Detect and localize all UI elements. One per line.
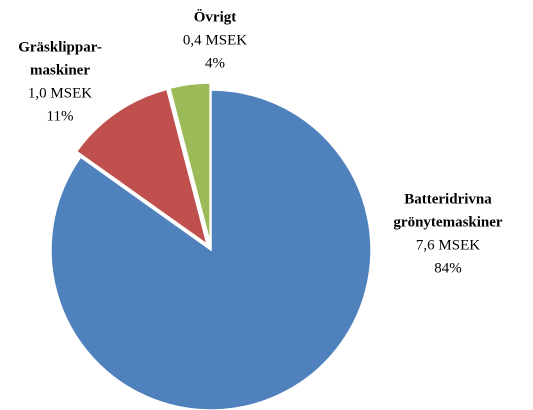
pie-slice (169, 82, 211, 244)
slice-name: Batteridrivna (404, 191, 492, 207)
slice-percent: 4% (205, 55, 225, 71)
slice-amount: 0,4 MSEK (183, 32, 247, 48)
slice-amount: 1,0 MSEK (28, 85, 92, 101)
slice-name: Gräsklippar- (18, 39, 102, 55)
slice-name: grönytemaskiner (393, 214, 502, 230)
slice-percent: 84% (434, 260, 462, 276)
pie-slice (50, 89, 372, 410)
slice-name: maskiner (30, 62, 90, 78)
slice-percent: 11% (47, 108, 74, 124)
slice-amount: 7,6 MSEK (416, 237, 480, 253)
pie-slice (75, 88, 209, 247)
slice-name: Övrigt (194, 8, 237, 25)
